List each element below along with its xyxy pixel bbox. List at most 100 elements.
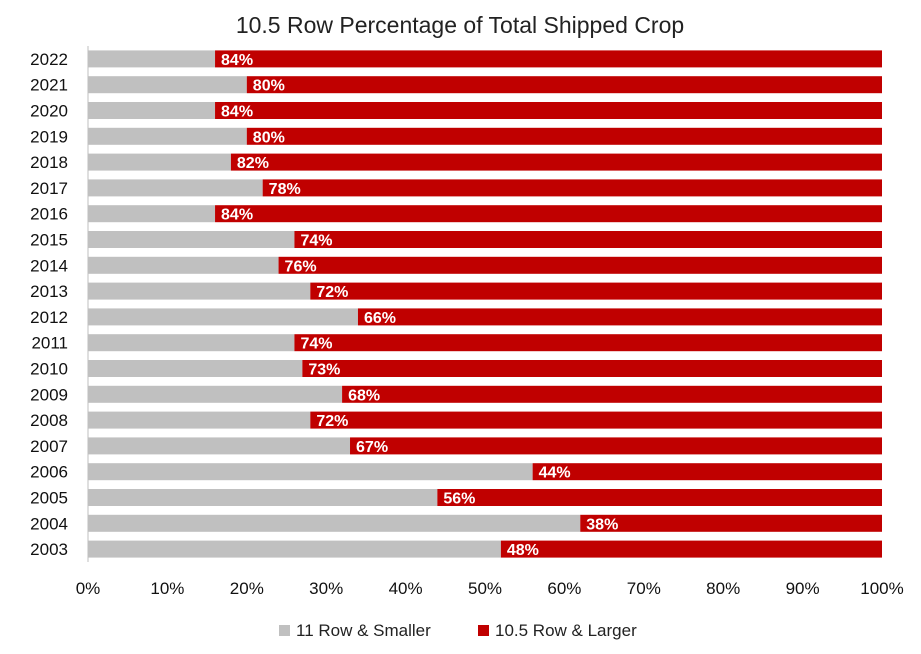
data-label-2004: 38% [586, 516, 618, 533]
bar-2018-10-5-row-and-larger [230, 153, 883, 171]
bar-2015-11-row-and-smaller [88, 231, 295, 248]
bar-2011-11-row-and-smaller [88, 334, 295, 352]
bar-2008-10-5-row-and-larger [310, 411, 882, 429]
data-label-2018: 82% [237, 155, 269, 172]
y-tick-label-2014: 2014 [30, 256, 68, 275]
bar-2021-10-5-row-and-larger [246, 76, 883, 94]
y-tick-label-2015: 2015 [30, 231, 68, 250]
data-label-2010: 73% [308, 362, 340, 379]
bar-2004-10-5-row-and-larger [580, 514, 882, 532]
y-tick-label-2009: 2009 [30, 385, 68, 404]
bar-2006-11-row-and-smaller [88, 463, 533, 481]
y-tick-label-2017: 2017 [30, 179, 68, 198]
y-tick-label-2003: 2003 [30, 540, 68, 559]
bar-2016-11-row-and-smaller [88, 205, 216, 223]
data-label-2009: 68% [348, 387, 380, 404]
y-tick-labels: 2022 2021 2020 2019 2018 2017 2016 2015 2014 2013… [30, 50, 68, 559]
x-tick-label-5: 50% [468, 579, 502, 598]
legend-swatch-10-5-row-and-larger [478, 625, 489, 636]
x-tick-label-7: 70% [627, 579, 661, 598]
data-label-2020: 84% [221, 104, 253, 121]
legend-label-11-row-and-smaller: 11 Row & Smaller [296, 621, 431, 640]
x-tick-label-2: 20% [230, 579, 264, 598]
bar-2011-10-5-row-and-larger [294, 334, 882, 352]
data-label-2019: 80% [253, 129, 285, 146]
data-label-2006: 44% [539, 465, 571, 482]
x-tick-label-1: 10% [150, 579, 184, 598]
bar-2007-10-5-row-and-larger [350, 437, 882, 455]
legend-label-10-5-row-and-larger: 10.5 Row & Larger [495, 621, 637, 640]
data-label-2014: 76% [285, 258, 317, 275]
bar-2019-10-5-row-and-larger [246, 127, 883, 145]
data-label-2005: 56% [443, 491, 475, 508]
y-tick-label-2016: 2016 [30, 205, 68, 224]
y-tick-label-2012: 2012 [30, 308, 68, 327]
bar-2020-11-row-and-smaller [88, 102, 216, 119]
bar-2003-11-row-and-smaller [88, 540, 501, 558]
bar-2005-11-row-and-smaller [88, 489, 438, 506]
bar-2020-10-5-row-and-larger [215, 102, 883, 119]
bar-2014-10-5-row-and-larger [278, 256, 882, 274]
bar-2008-11-row-and-smaller [88, 411, 311, 429]
y-tick-label-2010: 2010 [30, 360, 68, 379]
bar-2010-11-row-and-smaller [88, 360, 303, 377]
data-label-2011: 74% [300, 336, 332, 353]
bar-2009-10-5-row-and-larger [342, 385, 883, 403]
bar-2017-10-5-row-and-larger [262, 179, 882, 197]
bar-2014-11-row-and-smaller [88, 256, 279, 274]
y-tick-label-2011: 2011 [31, 334, 68, 353]
y-tick-label-2007: 2007 [30, 437, 68, 456]
x-tick-labels: 0% 10% 20% 30% 40% 50% 60% 70% 80% 90% 100% [76, 579, 904, 598]
bar-2021-11-row-and-smaller [88, 76, 247, 94]
bar-2013-10-5-row-and-larger [310, 282, 882, 300]
y-tick-label-2019: 2019 [30, 127, 68, 146]
y-tick-label-2013: 2013 [30, 282, 68, 301]
data-label-2021: 80% [253, 78, 285, 95]
y-tick-label-2018: 2018 [30, 153, 68, 172]
legend-swatch-11-row-and-smaller [279, 625, 290, 636]
bar-2012-11-row-and-smaller [88, 308, 358, 326]
x-tick-label-8: 80% [706, 579, 740, 598]
y-tick-label-2005: 2005 [30, 489, 68, 508]
bar-2016-10-5-row-and-larger [215, 205, 883, 223]
bar-2017-11-row-and-smaller [88, 179, 263, 197]
x-tick-label-4: 40% [389, 579, 423, 598]
data-label-2008: 72% [316, 413, 348, 430]
bar-2006-10-5-row-and-larger [532, 463, 882, 481]
data-label-2012: 66% [364, 310, 396, 327]
x-tick-label-3: 30% [309, 579, 343, 598]
chart-title: 10.5 Row Percentage of Total Shipped Cro… [236, 12, 684, 38]
data-label-2016: 84% [221, 207, 253, 224]
bar-2012-10-5-row-and-larger [357, 308, 883, 326]
bar-2005-10-5-row-and-larger [437, 489, 882, 506]
data-label-2013: 72% [316, 284, 348, 301]
data-label-2017: 78% [269, 181, 301, 198]
y-tick-label-2006: 2006 [30, 463, 68, 482]
bar-2009-11-row-and-smaller [88, 385, 343, 403]
bar-2010-10-5-row-and-larger [302, 360, 882, 377]
x-tick-label-10: 100% [860, 579, 903, 598]
bar-2019-11-row-and-smaller [88, 127, 247, 145]
bar-2004-11-row-and-smaller [88, 514, 581, 532]
x-tick-label-0: 0% [76, 579, 101, 598]
bar-2022-11-row-and-smaller [88, 50, 216, 68]
y-tick-label-2020: 2020 [30, 102, 68, 121]
data-label-2015: 74% [300, 233, 332, 250]
data-label-2007: 67% [356, 439, 388, 456]
legend: 11 Row & Smaller 10.5 Row & Larger [279, 621, 637, 640]
y-tick-label-2004: 2004 [30, 514, 68, 533]
x-tick-label-9: 90% [786, 579, 820, 598]
y-tick-label-2008: 2008 [30, 411, 68, 430]
bar-2003-10-5-row-and-larger [500, 540, 882, 558]
data-label-2022: 84% [221, 52, 253, 69]
bars-group: 84%80%84%80%82%78%84%74%76%72%66%74%73%6… [88, 50, 883, 559]
data-label-2003: 48% [507, 542, 539, 559]
x-tick-label-6: 60% [547, 579, 581, 598]
bar-2015-10-5-row-and-larger [294, 231, 882, 248]
bar-2022-10-5-row-and-larger [215, 50, 883, 68]
y-tick-label-2021: 2021 [30, 76, 68, 95]
y-tick-label-2022: 2022 [30, 50, 68, 69]
bar-2018-11-row-and-smaller [88, 153, 231, 171]
bar-2007-11-row-and-smaller [88, 437, 351, 455]
